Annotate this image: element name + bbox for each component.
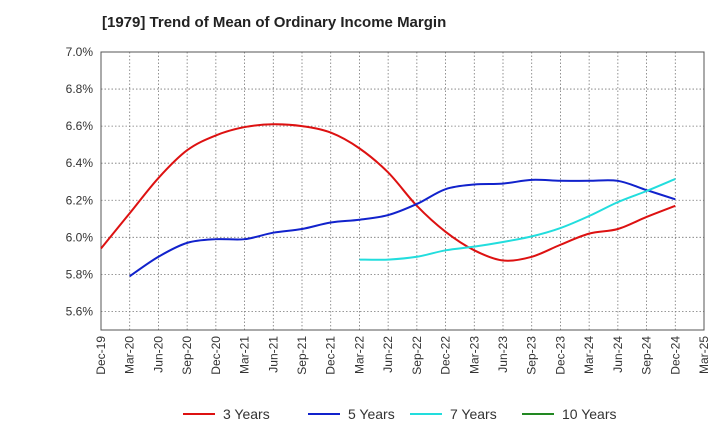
y-tick-label: 5.8% [66, 267, 94, 281]
x-tick-label: Jun-24 [611, 336, 625, 373]
x-tick-label: Jun-23 [496, 336, 510, 373]
x-tick-label: Jun-21 [266, 336, 280, 373]
x-tick-label: Dec-21 [324, 336, 338, 375]
x-tick-label: Sep-20 [180, 336, 194, 375]
legend-label-3-years: 3 Years [223, 406, 270, 422]
y-tick-label: 6.0% [66, 230, 94, 244]
y-tick-label: 6.8% [66, 82, 94, 96]
chart-title: [1979] Trend of Mean of Ordinary Income … [102, 14, 447, 31]
x-tick-label: Dec-22 [439, 336, 453, 375]
x-tick-label: Jun-20 [151, 336, 165, 373]
x-tick-label: Dec-23 [553, 336, 567, 375]
x-tick-label: Mar-22 [352, 336, 366, 374]
x-tick-label: Dec-24 [668, 336, 682, 375]
y-tick-label: 6.2% [66, 193, 94, 207]
x-tick-label: Mar-25 [697, 336, 711, 374]
y-tick-label: 6.4% [66, 156, 94, 170]
x-tick-label: Sep-21 [295, 336, 309, 375]
x-tick-label: Sep-22 [410, 336, 424, 375]
x-tick-label: Mar-21 [238, 336, 252, 374]
x-tick-label: Mar-20 [123, 336, 137, 374]
series-line-3-years [100, 123, 676, 262]
x-tick-label: Sep-24 [640, 336, 654, 375]
y-tick-label: 5.6% [66, 304, 94, 318]
legend-label-5-years: 5 Years [348, 406, 395, 422]
x-tick-label: Mar-23 [467, 336, 481, 374]
series-line-7-years [359, 178, 676, 261]
x-tick-label: Mar-24 [582, 336, 596, 374]
series-line-5-years [129, 178, 676, 278]
y-tick-label: 6.6% [66, 119, 94, 133]
plot-frame [100, 51, 705, 331]
legend-label-7-years: 7 Years [450, 406, 497, 422]
x-tick-label: Jun-22 [381, 336, 395, 373]
x-tick-label: Dec-19 [94, 336, 108, 375]
x-tick-label: Sep-23 [525, 336, 539, 375]
legend-label-10-years: 10 Years [562, 406, 617, 422]
y-tick-label: 7.0% [66, 45, 94, 59]
x-tick-label: Dec-20 [209, 336, 223, 375]
